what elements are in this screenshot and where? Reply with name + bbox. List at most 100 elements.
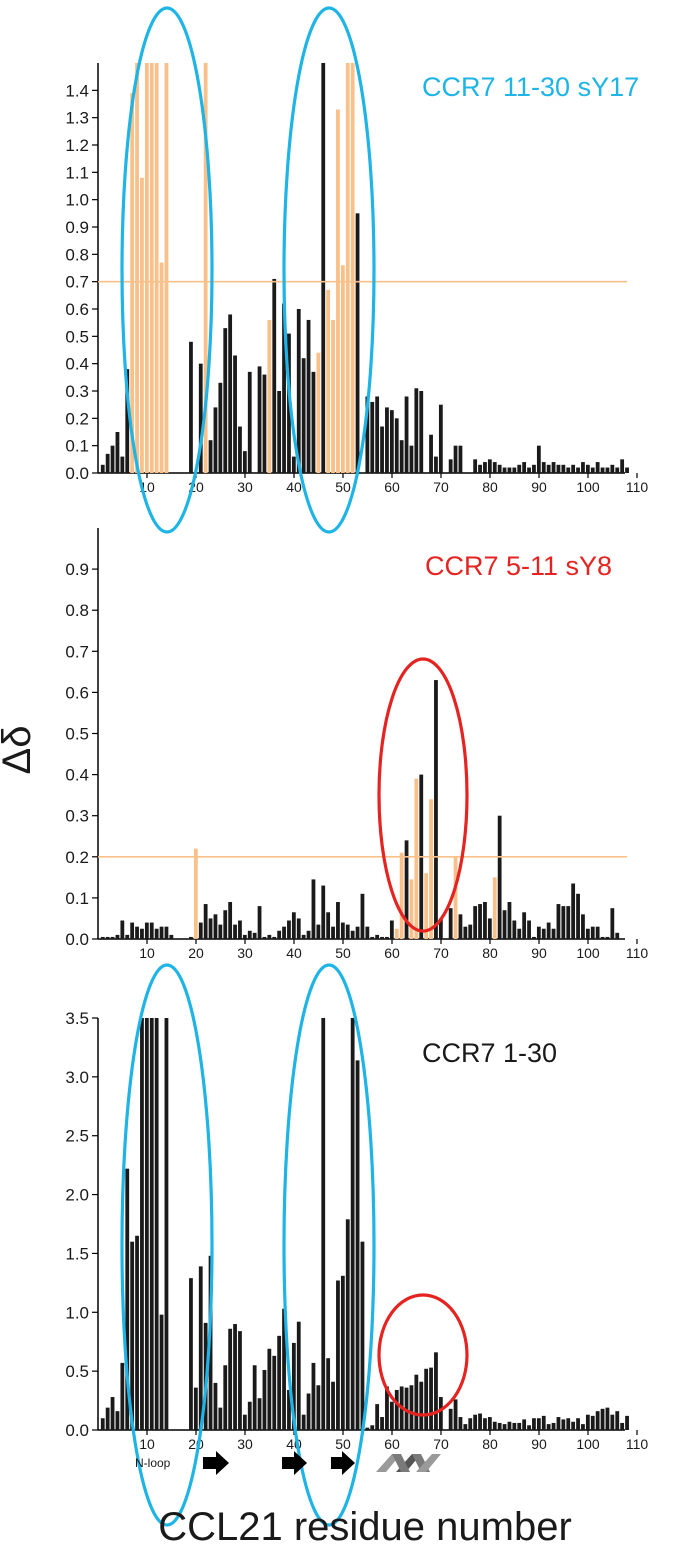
bar	[527, 920, 531, 939]
bar	[404, 1387, 409, 1430]
y-tick-label: 0.0	[65, 1421, 89, 1440]
bar	[311, 1362, 316, 1430]
bar	[497, 815, 502, 939]
bar-highlight	[492, 877, 497, 939]
x-tick-label: 60	[384, 479, 400, 495]
bar	[218, 924, 223, 939]
bar	[218, 382, 223, 473]
bar	[512, 467, 517, 473]
bar	[375, 396, 380, 473]
panel-ccr7-11-30: 0.0 0.1 0.2 0.3 0.4 0.5 0.6 0.7 0.8 0.9 1.0 1.1 1.2 1…	[65, 6, 648, 534]
y-tick-label: 0.5	[65, 327, 89, 346]
bar	[164, 1018, 169, 1430]
bar	[336, 902, 340, 939]
bar	[238, 920, 242, 939]
y-tick-label: 0.3	[65, 807, 89, 826]
x-tick-label: 110	[626, 945, 649, 961]
x-tick-label: 40	[286, 479, 302, 495]
bar	[507, 1421, 512, 1430]
bar	[296, 918, 301, 939]
y-tick-label: 0.9	[65, 560, 89, 579]
x-tick-label: 10	[139, 945, 155, 961]
bar	[546, 464, 551, 473]
bar	[365, 1427, 370, 1430]
bar	[301, 358, 306, 473]
bar	[282, 303, 286, 473]
bar	[527, 467, 531, 473]
bar-highlight	[336, 109, 340, 473]
bar	[213, 1382, 218, 1430]
bar	[517, 928, 522, 939]
bar	[610, 464, 615, 473]
panel-ccr7-1-30: 0.00.51.01.52.02.53.03.510 20 30 40 50 60 70 80…	[65, 963, 648, 1527]
x-tick-label: 70	[433, 1436, 449, 1452]
bar	[267, 1348, 272, 1430]
bar	[507, 902, 512, 939]
y-tick-label: 0.6	[65, 300, 89, 319]
bar	[287, 920, 291, 939]
bar	[458, 445, 463, 473]
bar	[291, 1342, 296, 1430]
bar	[370, 401, 375, 473]
bar	[571, 464, 576, 473]
bar	[615, 932, 620, 939]
bar	[517, 464, 522, 473]
x-tick-label: 50	[335, 1436, 351, 1452]
bar	[541, 1415, 546, 1430]
bar	[590, 467, 595, 473]
bar	[478, 1413, 482, 1430]
bar	[585, 1414, 590, 1430]
bar	[262, 374, 267, 473]
bar	[198, 1266, 203, 1430]
bar-highlight	[340, 265, 345, 473]
bar-highlight	[316, 352, 321, 473]
x-tick-label: 100	[576, 479, 600, 495]
bar	[228, 314, 233, 473]
bar	[502, 910, 507, 939]
bar	[483, 902, 487, 939]
bar	[169, 934, 174, 939]
bar	[291, 912, 296, 939]
bar	[502, 1424, 507, 1430]
bar	[198, 363, 203, 473]
bar	[159, 1314, 164, 1430]
bar	[242, 934, 247, 939]
bar	[546, 1424, 551, 1430]
bar	[262, 1369, 267, 1430]
bar	[585, 464, 590, 473]
bar	[115, 1411, 120, 1430]
panel-title: CCR7 11-30 sY17	[422, 72, 639, 102]
bar-highlight	[154, 63, 159, 473]
bar-highlight	[453, 856, 458, 939]
bar	[566, 906, 571, 939]
bar	[522, 462, 527, 473]
x-tick-label: 30	[237, 945, 253, 961]
secondary-structure: N-loop	[135, 1451, 441, 1475]
bar	[487, 1417, 492, 1430]
bar	[238, 426, 242, 473]
bar	[189, 936, 193, 939]
x-tick-label: 100	[576, 1436, 600, 1452]
panel-title: CCR7 1-30	[422, 1038, 557, 1068]
bar	[233, 924, 237, 939]
bar	[585, 928, 590, 939]
x-tick-label: 100	[576, 945, 600, 961]
bar	[331, 1381, 335, 1430]
panel-title: CCR7 5-11 sY8	[425, 551, 612, 581]
nloop-label: N-loop	[135, 1456, 171, 1470]
bar-highlight	[193, 848, 198, 939]
bar	[242, 1414, 247, 1430]
bar	[252, 1365, 257, 1430]
bar	[414, 388, 419, 473]
y-tick-label: 0.7	[65, 642, 89, 661]
bar	[438, 918, 443, 939]
bar	[267, 934, 272, 939]
bar	[424, 1368, 429, 1430]
bar	[571, 883, 576, 939]
bar-highlight	[345, 63, 350, 473]
bar	[541, 928, 546, 939]
bar	[576, 893, 580, 939]
bar-highlight	[394, 928, 399, 939]
bar-highlight	[429, 799, 433, 939]
y-tick-label: 1.3	[65, 109, 89, 128]
